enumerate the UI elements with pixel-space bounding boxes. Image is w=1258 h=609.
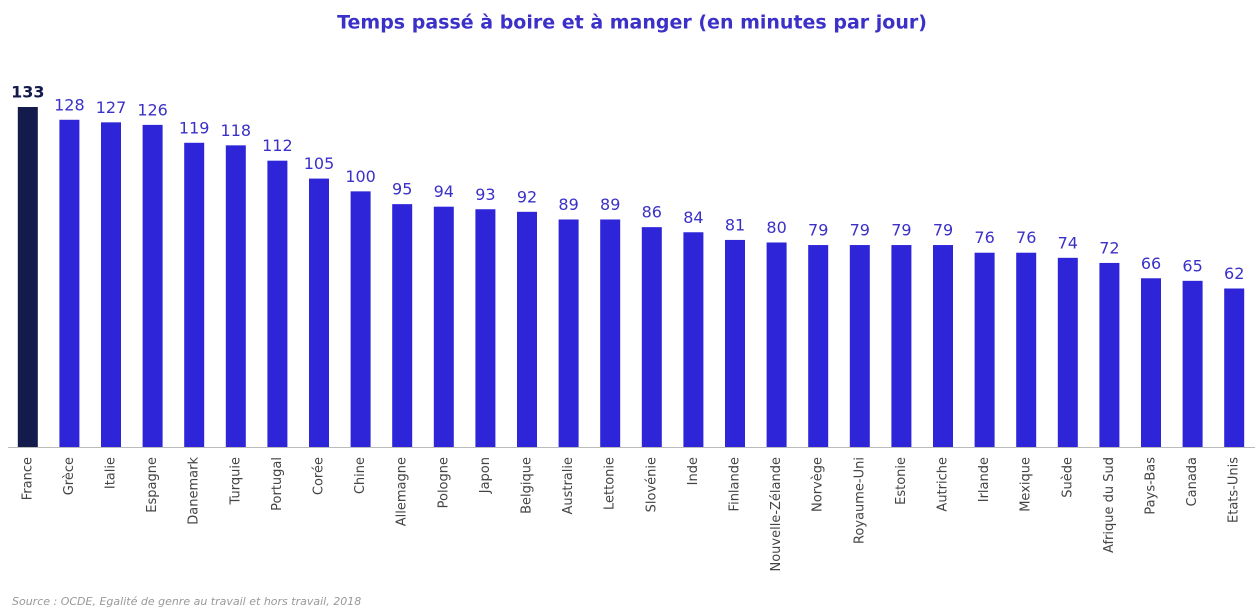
bar bbox=[267, 160, 288, 447]
bar bbox=[1141, 278, 1161, 447]
value-label: 89 bbox=[558, 195, 578, 214]
x-tick-label: Italie bbox=[104, 457, 119, 489]
value-label: 93 bbox=[475, 185, 495, 204]
bar bbox=[974, 252, 995, 447]
x-tick-label: Lettonie bbox=[603, 457, 618, 510]
bar bbox=[1224, 288, 1245, 447]
x-tick-label: Finlande bbox=[728, 457, 743, 511]
value-label: 112 bbox=[262, 136, 293, 155]
x-tick-label: Nouvelle-Zélande bbox=[769, 457, 784, 572]
bar bbox=[1057, 257, 1078, 447]
value-label: 79 bbox=[808, 221, 828, 240]
bar bbox=[101, 122, 121, 447]
bar bbox=[59, 119, 80, 447]
value-label: 105 bbox=[304, 154, 335, 173]
x-tick-label: Pologne bbox=[436, 457, 451, 508]
value-label: 79 bbox=[891, 221, 911, 240]
x-tick-label: Etats-Unis bbox=[1227, 457, 1242, 523]
x-tick-label: Danemark bbox=[187, 457, 202, 525]
x-tick-label: Royaume-Uni bbox=[852, 457, 867, 544]
x-tick-label: Norvège bbox=[811, 457, 826, 512]
bar bbox=[600, 219, 621, 447]
x-tick-label: Corée bbox=[312, 457, 327, 495]
value-label: 81 bbox=[725, 215, 745, 234]
bar bbox=[1182, 280, 1203, 447]
bar bbox=[808, 245, 829, 447]
value-label: 126 bbox=[137, 100, 168, 119]
bar bbox=[641, 227, 662, 447]
x-tick-label: Irlande bbox=[977, 457, 992, 502]
bar bbox=[433, 206, 454, 447]
x-tick-label: Suède bbox=[1060, 457, 1075, 498]
x-tick-label: Afrique du Sud bbox=[1102, 457, 1117, 553]
value-label: 100 bbox=[345, 167, 376, 186]
x-tick-label: Belgique bbox=[520, 457, 535, 514]
x-tick-label: Inde bbox=[686, 457, 701, 485]
value-label: 95 bbox=[392, 180, 412, 199]
value-label: 118 bbox=[221, 121, 252, 140]
value-label: 128 bbox=[54, 95, 85, 114]
x-tick-label: Portugal bbox=[270, 457, 285, 511]
x-tick-label: Grèce bbox=[62, 457, 77, 495]
bar bbox=[891, 245, 912, 447]
bar bbox=[1016, 252, 1037, 447]
bar bbox=[517, 211, 537, 447]
x-tick-label: France bbox=[20, 457, 35, 500]
bar bbox=[184, 142, 205, 447]
x-tick-label: Mexique bbox=[1019, 457, 1034, 512]
bar bbox=[558, 219, 579, 447]
x-tick-label: Turquie bbox=[228, 457, 243, 505]
value-label: 74 bbox=[1058, 233, 1078, 252]
value-label: 119 bbox=[179, 118, 210, 137]
value-label: 72 bbox=[1099, 238, 1119, 257]
value-label: 76 bbox=[974, 228, 994, 247]
bar bbox=[933, 245, 953, 447]
source-note: Source : OCDE, Egalité de genre au trava… bbox=[12, 595, 361, 608]
x-tick-label: Estonie bbox=[894, 457, 909, 505]
bar bbox=[475, 209, 496, 447]
bar bbox=[225, 145, 246, 447]
x-tick-label: Pays-Bas bbox=[1144, 457, 1159, 515]
value-label: 62 bbox=[1224, 264, 1244, 283]
value-label: 133 bbox=[11, 83, 44, 102]
value-label: 127 bbox=[96, 98, 127, 117]
bar bbox=[725, 239, 745, 447]
bar bbox=[350, 191, 371, 447]
bar bbox=[766, 242, 787, 447]
x-tick-label: Slovénie bbox=[644, 457, 659, 512]
x-tick-label: Autriche bbox=[936, 457, 951, 512]
value-label: 79 bbox=[850, 221, 870, 240]
x-tick-label: Espagne bbox=[145, 457, 160, 513]
value-label: 89 bbox=[600, 195, 620, 214]
value-label: 80 bbox=[766, 218, 786, 237]
value-label: 66 bbox=[1141, 254, 1161, 273]
value-label: 92 bbox=[517, 187, 537, 206]
value-label: 86 bbox=[642, 203, 662, 222]
value-label: 76 bbox=[1016, 228, 1036, 247]
x-tick-label: Canada bbox=[1185, 457, 1200, 506]
chart-title: Temps passé à boire et à manger (en minu… bbox=[337, 12, 927, 34]
x-tick-label: Allemagne bbox=[395, 457, 410, 526]
bar bbox=[309, 178, 329, 447]
bar bbox=[17, 107, 38, 447]
value-label: 79 bbox=[933, 221, 953, 240]
bar bbox=[1099, 262, 1120, 447]
bar bbox=[849, 245, 870, 447]
value-label: 94 bbox=[434, 182, 454, 201]
value-label: 84 bbox=[683, 208, 703, 227]
bar bbox=[142, 124, 163, 447]
x-tick-label: Australie bbox=[561, 457, 576, 515]
x-tick-label: Chine bbox=[353, 457, 368, 494]
bar bbox=[683, 232, 704, 447]
bar bbox=[392, 204, 413, 447]
x-tick-label: Japon bbox=[478, 457, 493, 494]
value-label: 65 bbox=[1182, 256, 1202, 275]
